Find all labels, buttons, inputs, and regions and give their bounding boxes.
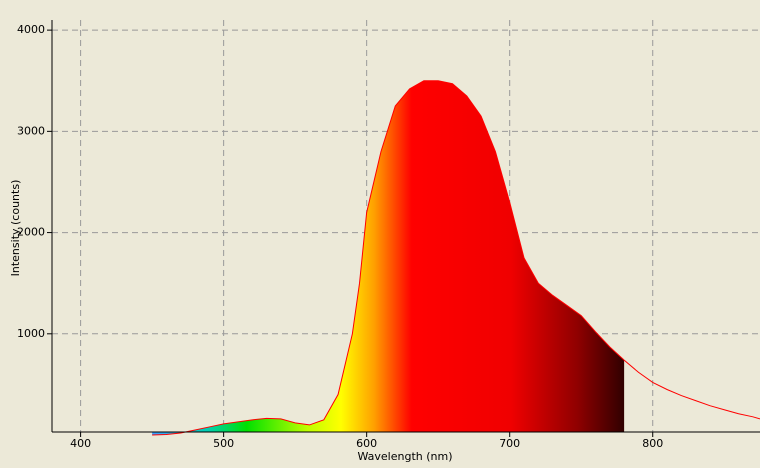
x-axis-label: Wavelength (nm) bbox=[357, 450, 452, 463]
y-tick-label: 3000 bbox=[17, 124, 45, 137]
y-tick-label: 2000 bbox=[17, 226, 45, 239]
y-tick-label: 1000 bbox=[17, 327, 45, 340]
spectrum-line bbox=[152, 80, 760, 436]
x-tick-label: 700 bbox=[499, 437, 520, 450]
x-tick-label: 600 bbox=[356, 437, 377, 450]
y-axis-label: Intensity (counts) bbox=[9, 180, 22, 277]
x-tick-label: 400 bbox=[70, 437, 91, 450]
spectrum-fill bbox=[152, 80, 625, 436]
x-tick-label: 800 bbox=[642, 437, 663, 450]
x-tick-label: 500 bbox=[213, 437, 234, 450]
y-tick-label: 4000 bbox=[17, 23, 45, 36]
